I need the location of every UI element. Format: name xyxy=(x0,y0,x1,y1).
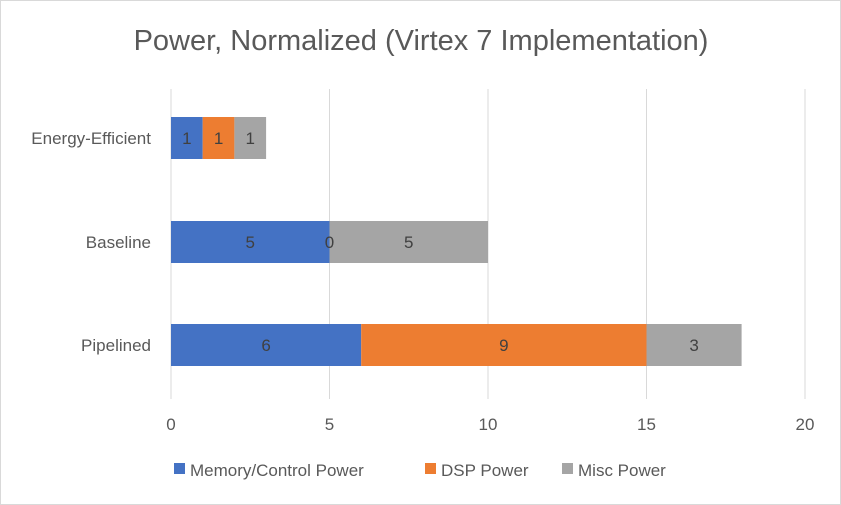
data-label: 1 xyxy=(214,129,223,148)
data-label: 1 xyxy=(182,129,191,148)
category-label: Energy-Efficient xyxy=(31,129,151,148)
bar-segment xyxy=(361,324,647,366)
legend-label: Misc Power xyxy=(578,461,666,480)
legend: Memory/Control Power DSP Power Misc Power xyxy=(174,461,666,480)
legend-label: Memory/Control Power xyxy=(190,461,364,480)
legend-label: DSP Power xyxy=(441,461,529,480)
bar-segment xyxy=(646,324,742,366)
data-label: 9 xyxy=(499,336,508,355)
data-labels: 1 1 1 5 0 5 6 9 3 xyxy=(182,129,699,355)
bar-segment xyxy=(234,117,267,159)
bar-segment xyxy=(202,117,235,159)
bars xyxy=(171,117,742,366)
x-tick-label: 0 xyxy=(166,415,175,434)
category-label: Pipelined xyxy=(81,336,151,355)
x-axis-ticks: 0 5 10 15 20 xyxy=(166,415,814,434)
category-label: Baseline xyxy=(86,233,151,252)
bar-segment xyxy=(171,117,203,159)
legend-swatch xyxy=(562,463,573,474)
y-axis-categories: Energy-Efficient Baseline Pipelined xyxy=(31,129,151,355)
data-label: 5 xyxy=(246,233,255,252)
x-tick-label: 20 xyxy=(796,415,815,434)
bar-segment xyxy=(171,221,330,263)
data-label: 1 xyxy=(246,129,255,148)
chart-title: Power, Normalized (Virtex 7 Implementati… xyxy=(134,25,709,57)
bar-segment xyxy=(171,324,362,366)
data-label: 0 xyxy=(325,233,334,252)
data-label: 6 xyxy=(261,336,270,355)
legend-swatch xyxy=(425,463,436,474)
legend-swatch xyxy=(174,463,185,474)
x-tick-label: 15 xyxy=(637,415,656,434)
data-label: 5 xyxy=(404,233,413,252)
x-tick-label: 5 xyxy=(325,415,334,434)
x-tick-label: 10 xyxy=(479,415,498,434)
bar-segment xyxy=(329,221,488,263)
data-label: 3 xyxy=(689,336,698,355)
